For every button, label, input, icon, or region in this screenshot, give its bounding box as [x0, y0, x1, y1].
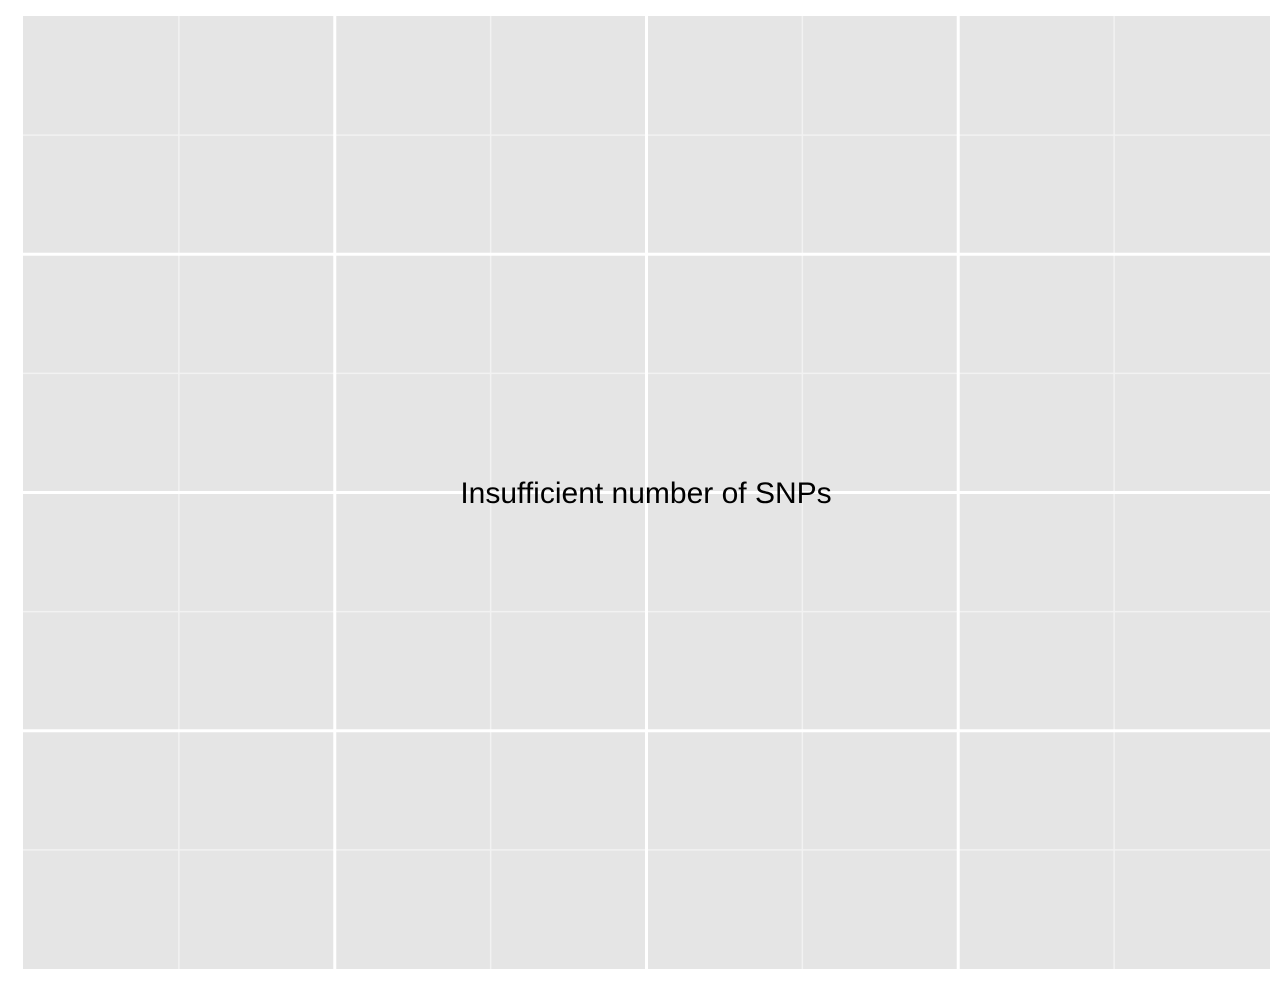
annotation-message: Insufficient number of SNPs	[460, 477, 831, 510]
grid-lines	[23, 16, 1270, 969]
